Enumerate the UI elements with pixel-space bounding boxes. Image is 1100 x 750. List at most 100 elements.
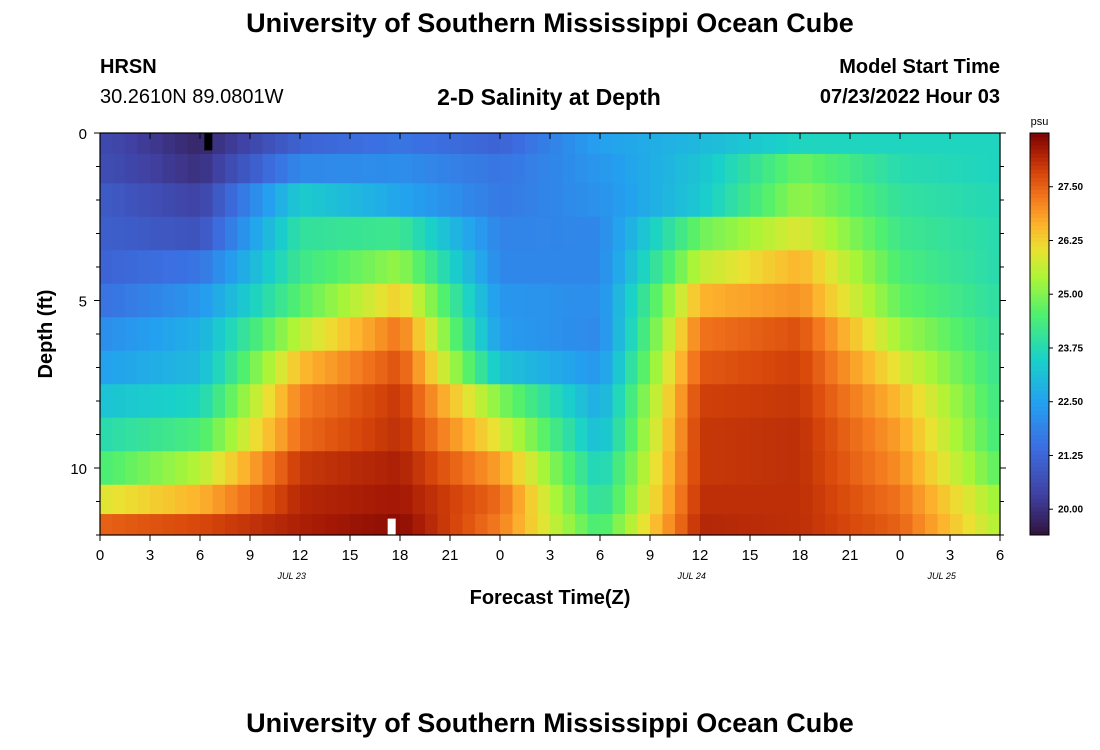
heatmap-cell [600,417,614,452]
heatmap-cell [525,350,539,385]
heatmap-cell [737,317,751,352]
heatmap-cell [550,153,564,184]
colorbar-segment [1030,474,1049,480]
heatmap-cell [537,250,551,285]
heatmap-cell [850,417,864,452]
heatmap-cell [312,283,326,318]
heatmap-cell [462,133,476,155]
colorbar-segment [1030,269,1049,275]
heatmap-cell [825,133,839,155]
heatmap-cell [150,514,164,536]
heatmap-cell [212,350,226,385]
heatmap-cell [612,183,626,218]
heatmap-cell [475,317,489,352]
heatmap-cell [300,133,314,155]
heatmap-cell [937,451,951,486]
heatmap-cell [887,250,901,285]
colorbar-segment [1030,442,1049,448]
heatmap-cell [975,283,989,318]
heatmap-cell [637,283,651,318]
heatmap-cell [712,317,726,352]
heatmap-cell [737,514,751,536]
heatmap-cell [550,183,564,218]
heatmap-cell [375,417,389,452]
heatmap-cell [425,384,439,419]
heatmap-cell [262,317,276,352]
heatmap-cell [962,133,976,155]
heatmap-cell [175,250,189,285]
heatmap-cell [225,153,239,184]
heatmap-cell [875,153,889,184]
heatmap-cell [837,216,851,251]
heatmap-cell [950,216,964,251]
heatmap-cell [200,153,214,184]
heatmap-cell [862,451,876,486]
heatmap-cell [925,417,939,452]
heatmap-cell [262,384,276,419]
heatmap-cell [662,484,676,515]
heatmap-cell [875,133,889,155]
heatmap-cell [987,350,1001,385]
heatmap-cell [687,417,701,452]
heatmap-cell [800,451,814,486]
heatmap-cell [675,350,689,385]
heatmap-cell [412,283,426,318]
heatmap-cell [537,514,551,536]
colorbar-segment [1030,257,1049,263]
heatmap-cell [150,283,164,318]
heatmap-cell [300,350,314,385]
x-tick-label: 12 [292,547,309,564]
heatmap-cell [250,384,264,419]
heatmap-cell [400,216,414,251]
heatmap-cell [287,514,301,536]
heatmap-cell [550,317,564,352]
heatmap-cell [450,216,464,251]
heatmap-cell [487,153,501,184]
heatmap-cell [537,183,551,218]
heatmap-cell [400,350,414,385]
heatmap-cell [375,183,389,218]
heatmap-cell [312,183,326,218]
heatmap-cell [150,250,164,285]
colorbar-segment [1030,141,1049,146]
x-tick-label: 3 [946,547,954,564]
heatmap-cell [500,350,514,385]
heatmap-cell [837,183,851,218]
heatmap-cell [575,250,589,285]
colorbar-segment [1030,193,1049,198]
heatmap-cell [237,216,251,251]
heatmap-cell [625,317,639,352]
heatmap-cell [612,317,626,352]
heatmap-cell [412,417,426,452]
heatmap-cell [750,451,764,486]
heatmap-cell [187,514,201,536]
heatmap-cell [812,514,826,536]
heatmap-cell [900,183,914,218]
heatmap-cell [712,350,726,385]
heatmap-cell [750,250,764,285]
heatmap-cell [175,133,189,155]
heatmap-cell [712,183,726,218]
heatmap-cell [787,514,801,536]
heatmap-cell [700,484,714,515]
heatmap-cell [175,183,189,218]
heatmap-cell [575,283,589,318]
colorbar-segment [1030,253,1049,259]
heatmap-cell [112,417,126,452]
heatmap-cell [550,216,564,251]
heatmap-cell [437,153,451,184]
colorbar-segment [1030,346,1049,351]
heatmap-cell [375,514,389,536]
colorbar-segment [1030,358,1049,363]
heatmap-cell [662,384,676,419]
heatmap-cell [975,514,989,536]
heatmap-cell [975,451,989,486]
heatmap-cell [875,317,889,352]
heatmap-cell [850,183,864,218]
y-tick-label: 10 [70,461,87,478]
heatmap-cell [287,451,301,486]
heatmap-cell [287,283,301,318]
colorbar-segment [1030,478,1049,484]
heatmap-cell [450,250,464,285]
